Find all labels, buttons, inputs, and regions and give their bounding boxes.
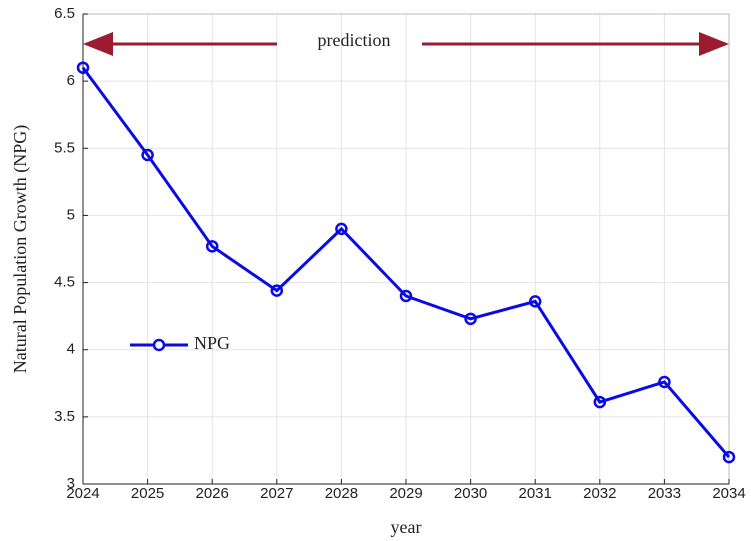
- x-tick-label: 2024: [66, 485, 99, 502]
- x-tick-label: 2026: [196, 485, 229, 502]
- x-tick-label: 2028: [325, 485, 358, 502]
- x-tick-label: 2034: [712, 485, 745, 502]
- point: [658, 375, 671, 389]
- y-tick-label: 3.5: [54, 408, 75, 425]
- point: [141, 148, 154, 162]
- y-tick-label: 5.5: [54, 139, 75, 156]
- point: [722, 450, 736, 464]
- y-tick-label: 4: [67, 341, 75, 358]
- x-tick-label: 2033: [648, 485, 681, 502]
- x-tick-label: 2025: [131, 485, 164, 502]
- y-tick-label: 6.5: [54, 5, 75, 22]
- x-tick-label: 2027: [260, 485, 293, 502]
- point: [335, 222, 348, 236]
- point: [76, 61, 90, 74]
- point: [399, 289, 413, 303]
- y-axis-label: Natural Population Growth (NPG): [10, 125, 31, 373]
- point: [270, 284, 284, 297]
- y-tick-label: 6: [67, 72, 75, 89]
- x-tick-label: 2032: [583, 485, 616, 502]
- series-line: [81, 66, 731, 459]
- point: [205, 240, 219, 253]
- x-tick-label: 2030: [454, 485, 487, 502]
- y-tick-label: 4.5: [54, 274, 75, 291]
- y-tick-label: 3: [67, 475, 75, 492]
- point: [464, 312, 477, 326]
- grid: [82, 13, 730, 485]
- legend-marker: [152, 338, 166, 352]
- x-tick-label: 2031: [519, 485, 552, 502]
- annotation: prediction: [318, 30, 391, 50]
- point: [593, 395, 607, 409]
- point: [528, 295, 542, 308]
- legend-label: NPG: [194, 333, 230, 353]
- y-tick-label: 5: [67, 206, 75, 223]
- x-axis-label: year: [391, 517, 422, 537]
- x-tick-label: 2029: [389, 485, 422, 502]
